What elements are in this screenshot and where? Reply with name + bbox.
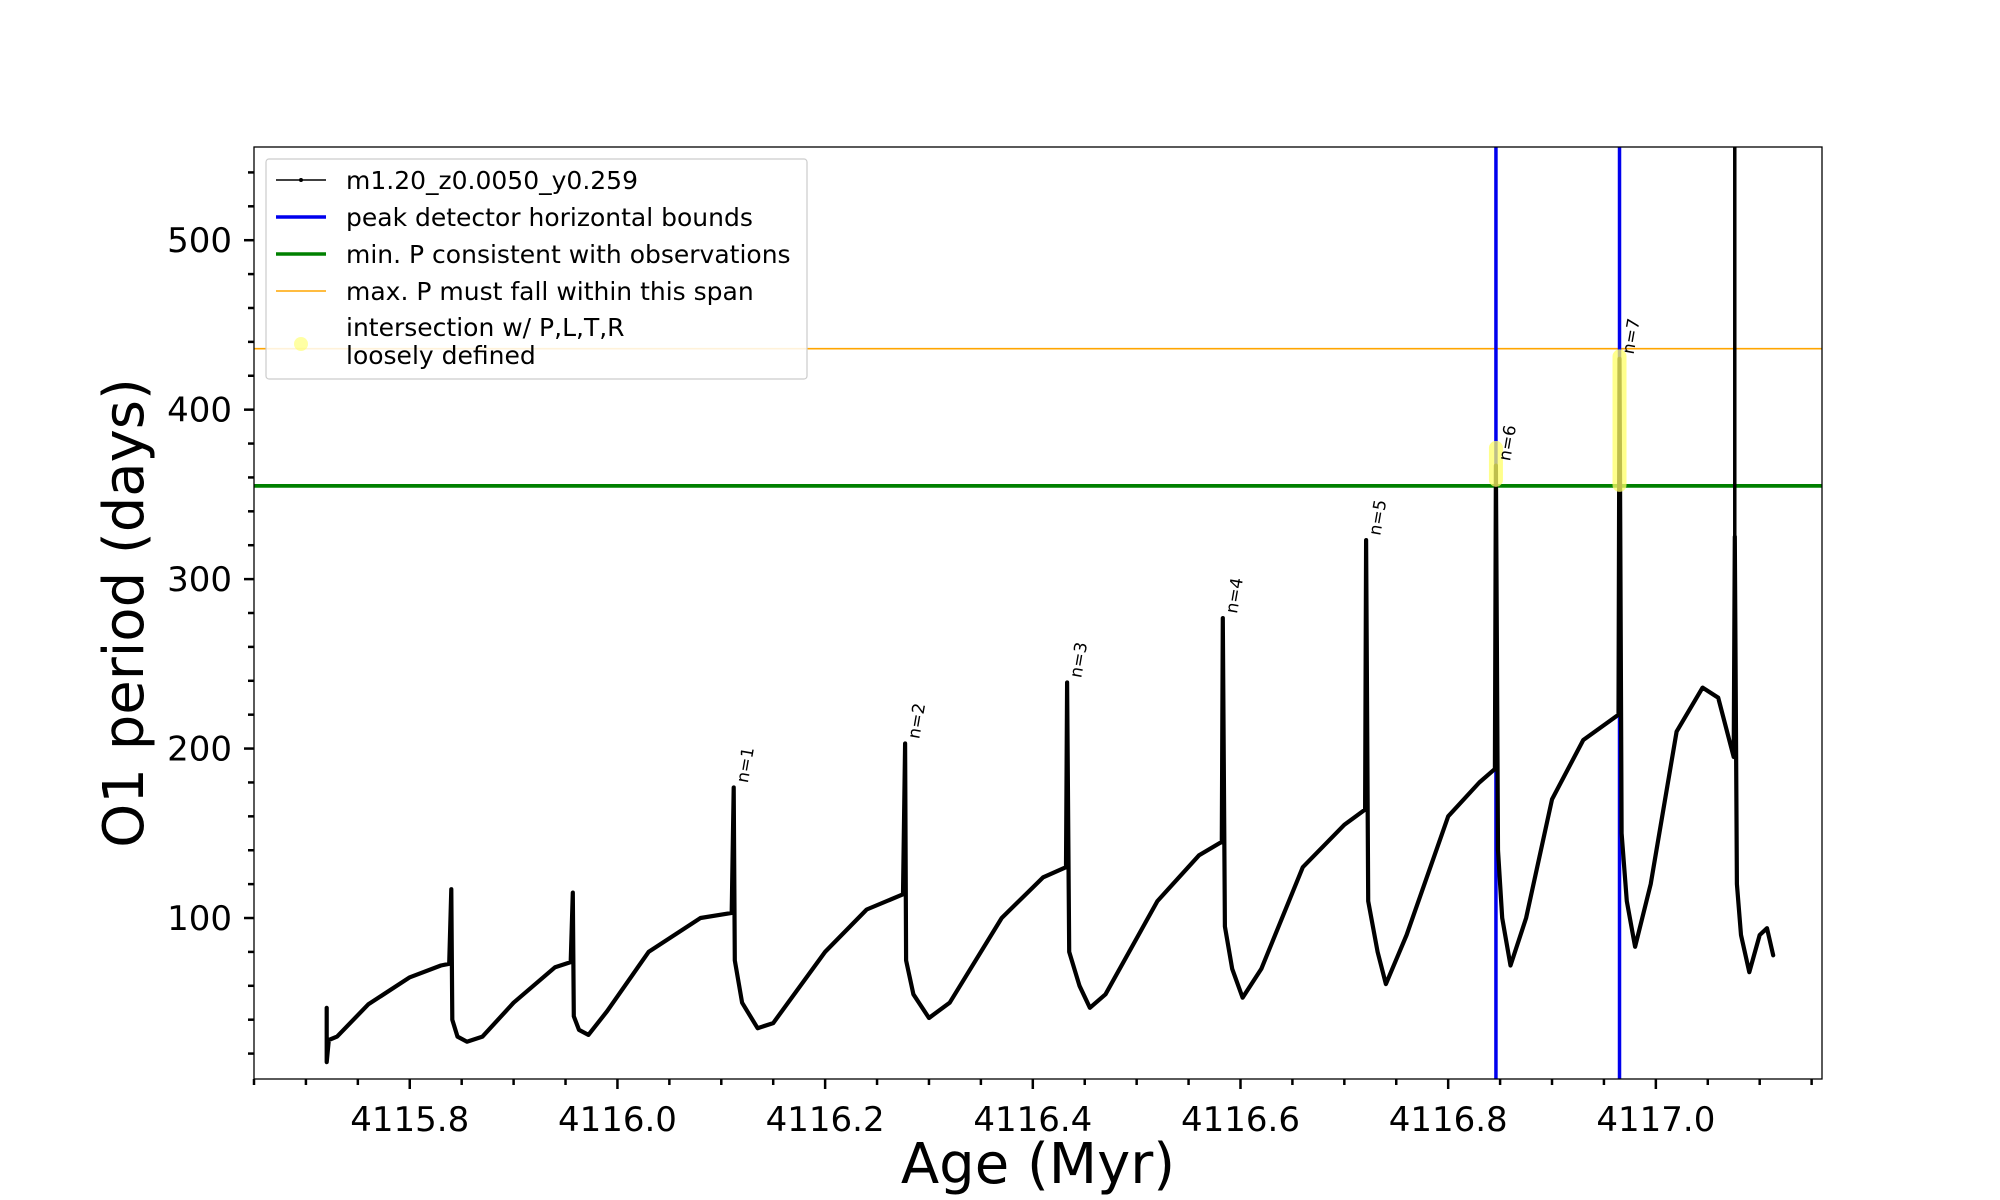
x-tick-label-4: 4116.6 [1181, 1100, 1300, 1140]
y-axis-title: O1 period (days) [92, 378, 157, 848]
legend-swatch-intersection [294, 337, 308, 351]
x-tick-label-0: 4115.8 [350, 1100, 469, 1140]
legend-frame [265, 158, 808, 380]
legend-label-max-p: max. P must fall within this span [346, 277, 754, 306]
legend-label-bounds: peak detector horizontal bounds [346, 203, 753, 232]
x-tick-label-1: 4116.0 [558, 1100, 677, 1140]
intersection-highlight-1 [1612, 349, 1627, 492]
y-tick-label-2: 300 [167, 560, 232, 600]
legend: m1.20_z0.0050_y0.259 peak detector horiz… [265, 158, 808, 380]
series-layer [324, 356, 1776, 1065]
x-tick-label-6: 4117.0 [1596, 1100, 1715, 1140]
y-tick-label-0: 100 [167, 899, 232, 939]
series-line-0 [324, 356, 1776, 1065]
y-tick-label-4: 500 [167, 221, 232, 261]
y-tick-label-1: 200 [167, 730, 232, 770]
x-tick-label-3: 4116.4 [973, 1100, 1092, 1140]
intersection-highlight-0 [1488, 440, 1503, 487]
x-tick-label-5: 4116.8 [1389, 1100, 1508, 1140]
legend-swatch-series-marker [299, 178, 303, 182]
legend-label-intersection-line2: loosely defined [346, 341, 536, 370]
legend-label-intersection-line1: intersection w/ P,L,T,R [346, 313, 625, 342]
legend-label-series: m1.20_z0.0050_y0.259 [346, 166, 638, 195]
intersection-highlights [1488, 349, 1627, 492]
y-tick-label-3: 400 [167, 391, 232, 431]
x-tick-label-2: 4116.2 [766, 1100, 885, 1140]
axes: 4115.8 4116.0 4116.2 4116.4 4116.6 4116.8 4117… [167, 171, 1813, 1140]
peak-labels: n=1n=2n=3n=4n=5n=6n=7 [733, 317, 1645, 784]
x-axis-title: Age (Myr) [901, 1132, 1175, 1197]
legend-label-min-p: min. P consistent with observations [346, 240, 791, 269]
